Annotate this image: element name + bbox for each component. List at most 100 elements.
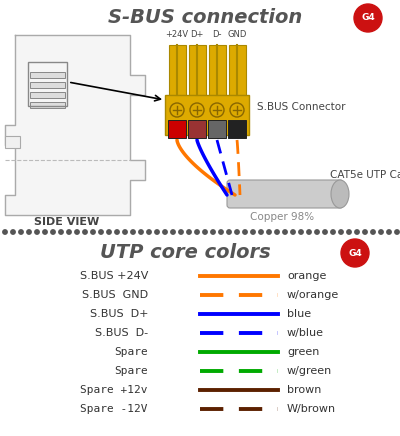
Text: orange: orange	[287, 271, 326, 281]
Text: w/green: w/green	[287, 366, 332, 376]
Circle shape	[379, 230, 383, 234]
Text: Copper 98%: Copper 98%	[250, 212, 314, 222]
Text: S.BUS  GND: S.BUS GND	[82, 290, 148, 300]
Circle shape	[211, 230, 215, 234]
Circle shape	[235, 230, 239, 234]
Circle shape	[275, 230, 279, 234]
Text: SIDE VIEW: SIDE VIEW	[34, 217, 100, 227]
Circle shape	[371, 230, 375, 234]
Circle shape	[307, 230, 311, 234]
Circle shape	[341, 239, 369, 267]
Circle shape	[259, 230, 263, 234]
Circle shape	[291, 230, 295, 234]
Circle shape	[51, 230, 55, 234]
Circle shape	[283, 230, 287, 234]
Circle shape	[210, 103, 224, 117]
Circle shape	[107, 230, 111, 234]
Text: G4: G4	[348, 249, 362, 258]
FancyBboxPatch shape	[229, 45, 246, 95]
Text: G4: G4	[361, 14, 375, 23]
Circle shape	[99, 230, 103, 234]
Circle shape	[27, 230, 31, 234]
FancyBboxPatch shape	[200, 291, 278, 299]
Circle shape	[203, 230, 207, 234]
FancyBboxPatch shape	[200, 367, 278, 375]
FancyBboxPatch shape	[227, 180, 343, 208]
FancyBboxPatch shape	[228, 120, 246, 138]
Circle shape	[75, 230, 79, 234]
Circle shape	[35, 230, 39, 234]
Circle shape	[354, 4, 382, 32]
FancyBboxPatch shape	[30, 92, 65, 98]
Circle shape	[267, 230, 271, 234]
Circle shape	[155, 230, 159, 234]
Text: S.BUS  D+: S.BUS D+	[90, 309, 148, 319]
Circle shape	[147, 230, 151, 234]
Circle shape	[230, 103, 244, 117]
Circle shape	[243, 230, 247, 234]
Circle shape	[187, 230, 191, 234]
Text: +24V: +24V	[166, 31, 188, 40]
FancyBboxPatch shape	[5, 136, 20, 148]
Circle shape	[59, 230, 63, 234]
Circle shape	[139, 230, 143, 234]
Circle shape	[83, 230, 87, 234]
FancyBboxPatch shape	[30, 102, 65, 108]
Text: S.BUS  D-: S.BUS D-	[95, 328, 148, 338]
Circle shape	[67, 230, 71, 234]
Circle shape	[227, 230, 231, 234]
Ellipse shape	[331, 180, 349, 208]
Circle shape	[179, 230, 183, 234]
FancyBboxPatch shape	[188, 120, 206, 138]
Text: Spare -12V: Spare -12V	[80, 404, 148, 414]
Circle shape	[115, 230, 119, 234]
FancyBboxPatch shape	[208, 120, 226, 138]
Circle shape	[323, 230, 327, 234]
Text: GND: GND	[227, 31, 247, 40]
Text: w/orange: w/orange	[287, 290, 339, 300]
Circle shape	[19, 230, 23, 234]
FancyBboxPatch shape	[30, 82, 65, 88]
Text: blue: blue	[287, 309, 311, 319]
Circle shape	[315, 230, 319, 234]
Text: Spare: Spare	[114, 347, 148, 357]
Text: UTP core colors: UTP core colors	[100, 243, 270, 262]
Circle shape	[190, 103, 204, 117]
FancyBboxPatch shape	[30, 72, 65, 78]
Circle shape	[219, 230, 223, 234]
Circle shape	[11, 230, 15, 234]
Circle shape	[123, 230, 127, 234]
Circle shape	[363, 230, 367, 234]
Circle shape	[395, 230, 399, 234]
Text: D+: D+	[190, 31, 204, 40]
Circle shape	[170, 103, 184, 117]
Circle shape	[347, 230, 351, 234]
Circle shape	[387, 230, 391, 234]
Circle shape	[163, 230, 167, 234]
Circle shape	[331, 230, 335, 234]
Circle shape	[43, 230, 47, 234]
Text: CAT5e UTP Cable: CAT5e UTP Cable	[330, 170, 400, 180]
FancyBboxPatch shape	[168, 120, 186, 138]
FancyBboxPatch shape	[165, 95, 249, 135]
Text: brown: brown	[287, 385, 321, 395]
Text: D-: D-	[212, 31, 222, 40]
Text: S-BUS connection: S-BUS connection	[108, 8, 302, 27]
Circle shape	[131, 230, 135, 234]
FancyBboxPatch shape	[189, 45, 206, 95]
FancyBboxPatch shape	[209, 45, 226, 95]
Polygon shape	[5, 35, 145, 215]
Circle shape	[299, 230, 303, 234]
Text: Spare +12v: Spare +12v	[80, 385, 148, 395]
FancyBboxPatch shape	[200, 329, 278, 337]
Circle shape	[251, 230, 255, 234]
Text: S.BUS Connector: S.BUS Connector	[257, 102, 346, 112]
Text: green: green	[287, 347, 319, 357]
FancyBboxPatch shape	[169, 45, 186, 95]
Circle shape	[195, 230, 199, 234]
Text: S.BUS +24V: S.BUS +24V	[80, 271, 148, 281]
Circle shape	[91, 230, 95, 234]
Text: w/blue: w/blue	[287, 328, 324, 338]
Circle shape	[355, 230, 359, 234]
Circle shape	[3, 230, 7, 234]
